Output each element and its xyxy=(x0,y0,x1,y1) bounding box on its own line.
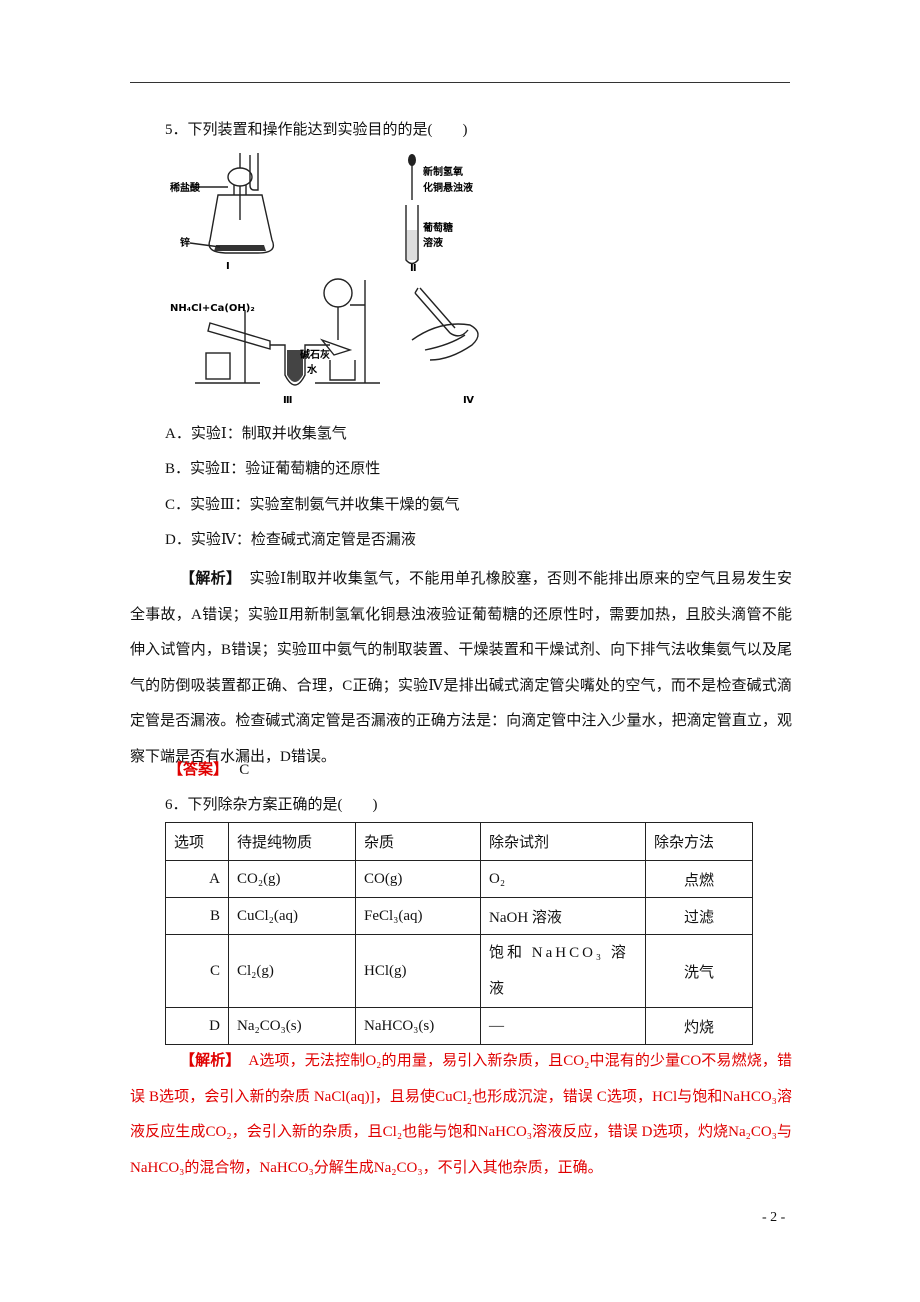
cell: NaOH 溶液 xyxy=(480,897,646,935)
cell: O₂ xyxy=(480,860,646,898)
figure-label: 碱石灰 xyxy=(300,348,330,361)
cell: A xyxy=(165,860,229,898)
cell: 洗气 xyxy=(645,934,753,1008)
page-number: - 2 - xyxy=(762,1210,786,1225)
analysis-label: 【解析】 xyxy=(180,571,242,587)
header-cell: 选项 xyxy=(165,822,229,861)
header-cell: 杂质 xyxy=(355,822,481,861)
cell: Cl₂(g) xyxy=(228,934,356,1008)
figure-label: 锌 xyxy=(180,236,190,249)
analysis-text: A选项，无法控制O₂的用量，易引入新杂质，且CO₂中混有的少量CO不易燃烧，错误… xyxy=(130,1053,792,1176)
cell: 点燃 xyxy=(645,860,753,898)
cell: D xyxy=(165,1007,229,1045)
option: A．实验Ⅰ：制取并收集氢气 xyxy=(165,426,347,442)
analysis-text: 实验Ⅰ制取并收集氢气，不能用单孔橡胶塞，否则不能排出原来的空气且易发生安全事故，… xyxy=(130,571,792,765)
option: D．实验Ⅳ：检查碱式滴定管是否漏液 xyxy=(165,532,416,548)
figure-label: 溶液 xyxy=(423,236,443,249)
cell: — xyxy=(480,1007,646,1045)
cell: B xyxy=(165,897,229,935)
question-stem: 6．下列除杂方案正确的是( ) xyxy=(165,797,378,813)
cell: Na₂CO₃(s) xyxy=(228,1007,356,1045)
cell: CO(g) xyxy=(355,860,481,898)
answer-label: 【答案】 xyxy=(168,762,229,778)
figure-label: Ⅲ xyxy=(283,395,292,406)
figure-label: 新制氢氧 xyxy=(423,165,463,178)
header-rule xyxy=(130,82,790,83)
figure-label: Ⅳ xyxy=(463,395,474,406)
figure-label: Ⅱ xyxy=(410,263,417,274)
analysis-label: 【解析】 xyxy=(180,1053,241,1069)
figure-label: 化铜悬浊液 xyxy=(423,181,473,194)
cell: FeCl₃(aq) xyxy=(355,897,481,935)
question-stem: 5．下列装置和操作能达到实验目的的是( ) xyxy=(165,122,468,138)
option: C．实验Ⅲ：实验室制氨气并收集干燥的氨气 xyxy=(165,497,460,513)
header-cell: 除杂方法 xyxy=(645,822,753,861)
header-cell: 待提纯物质 xyxy=(228,822,356,861)
cell: 灼烧 xyxy=(645,1007,753,1045)
header-cell: 除杂试剂 xyxy=(480,822,646,861)
cell: CuCl₂(aq) xyxy=(228,897,356,935)
option: B．实验Ⅱ：验证葡萄糖的还原性 xyxy=(165,461,381,477)
apparatus-figure: 稀盐酸 锌 Ⅰ 新制氢氧 化铜悬浊液 葡萄糖 溶液 Ⅱ NH₄Cl+Ca(OH)… xyxy=(170,153,479,406)
figure-label: 水 xyxy=(306,363,318,376)
figure-label: 稀盐酸 xyxy=(170,181,201,194)
answer: 【答案】 C xyxy=(168,758,249,779)
cell: HCl(g) xyxy=(355,934,481,1008)
cell: C xyxy=(165,934,229,1008)
figure-label: 葡萄糖 xyxy=(422,221,453,234)
figure-label: Ⅰ xyxy=(226,261,230,272)
analysis: 【解析】 A选项，无法控制O₂的用量，易引入新杂质，且CO₂中混有的少量CO不易… xyxy=(130,1044,792,1186)
answer-value: C xyxy=(239,762,250,778)
analysis: 【解析】 实验Ⅰ制取并收集氢气，不能用单孔橡胶塞，否则不能排出原来的空气且易发生… xyxy=(130,562,792,775)
cell: CO₂(g) xyxy=(228,860,356,898)
cell: NaHCO₃(s) xyxy=(355,1007,481,1045)
cell: 饱和 NaHCO₃ 溶液 xyxy=(480,934,646,1008)
figure-label: NH₄Cl+Ca(OH)₂ xyxy=(170,303,255,314)
table: 选项 待提纯物质 杂质 除杂试剂 除杂方法 A CO₂(g) CO(g) O₂ 点燃 B CuCl… xyxy=(165,822,753,1045)
cell: 过滤 xyxy=(645,897,753,935)
